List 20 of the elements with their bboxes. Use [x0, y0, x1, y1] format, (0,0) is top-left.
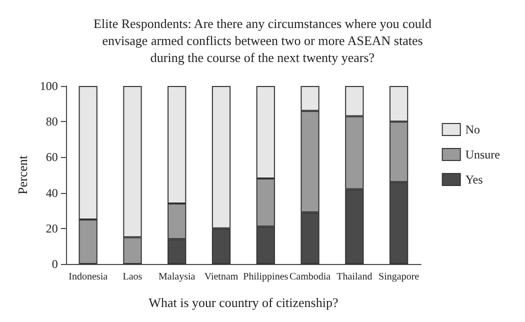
- legend-label: Yes: [465, 172, 484, 186]
- chart-title: Elite Respondents: Are there any circumstances where you could envisage armed conflicts between two or more ASEAN states during the course of the next twenty years?: [94, 16, 432, 65]
- y-tick-label: 40: [46, 186, 58, 200]
- x-tick-label: Thailand: [336, 272, 372, 282]
- x-tick-label: Malaysia: [158, 272, 196, 282]
- y-tick-label: 80: [46, 114, 58, 129]
- y-tick-label: 60: [46, 150, 58, 164]
- x-axis-title: What is your country of citizenship?: [148, 295, 338, 310]
- y-axis-title: Percent: [15, 155, 30, 194]
- x-tick-label: Cambodia: [289, 272, 332, 282]
- x-tick-label: Laos: [122, 272, 142, 282]
- x-tick-label: Indonesia: [68, 272, 108, 282]
- x-tick-label: Philippines: [243, 272, 288, 282]
- x-tick-label: Vietnam: [204, 272, 238, 282]
- y-tick-label: 100: [40, 79, 58, 93]
- legend-label: No: [465, 122, 480, 136]
- y-tick-label: 20: [46, 221, 58, 236]
- legend-label: Unsure: [465, 148, 500, 162]
- y-tick-label: 0: [52, 257, 58, 271]
- x-tick-label: Singapore: [378, 272, 420, 282]
